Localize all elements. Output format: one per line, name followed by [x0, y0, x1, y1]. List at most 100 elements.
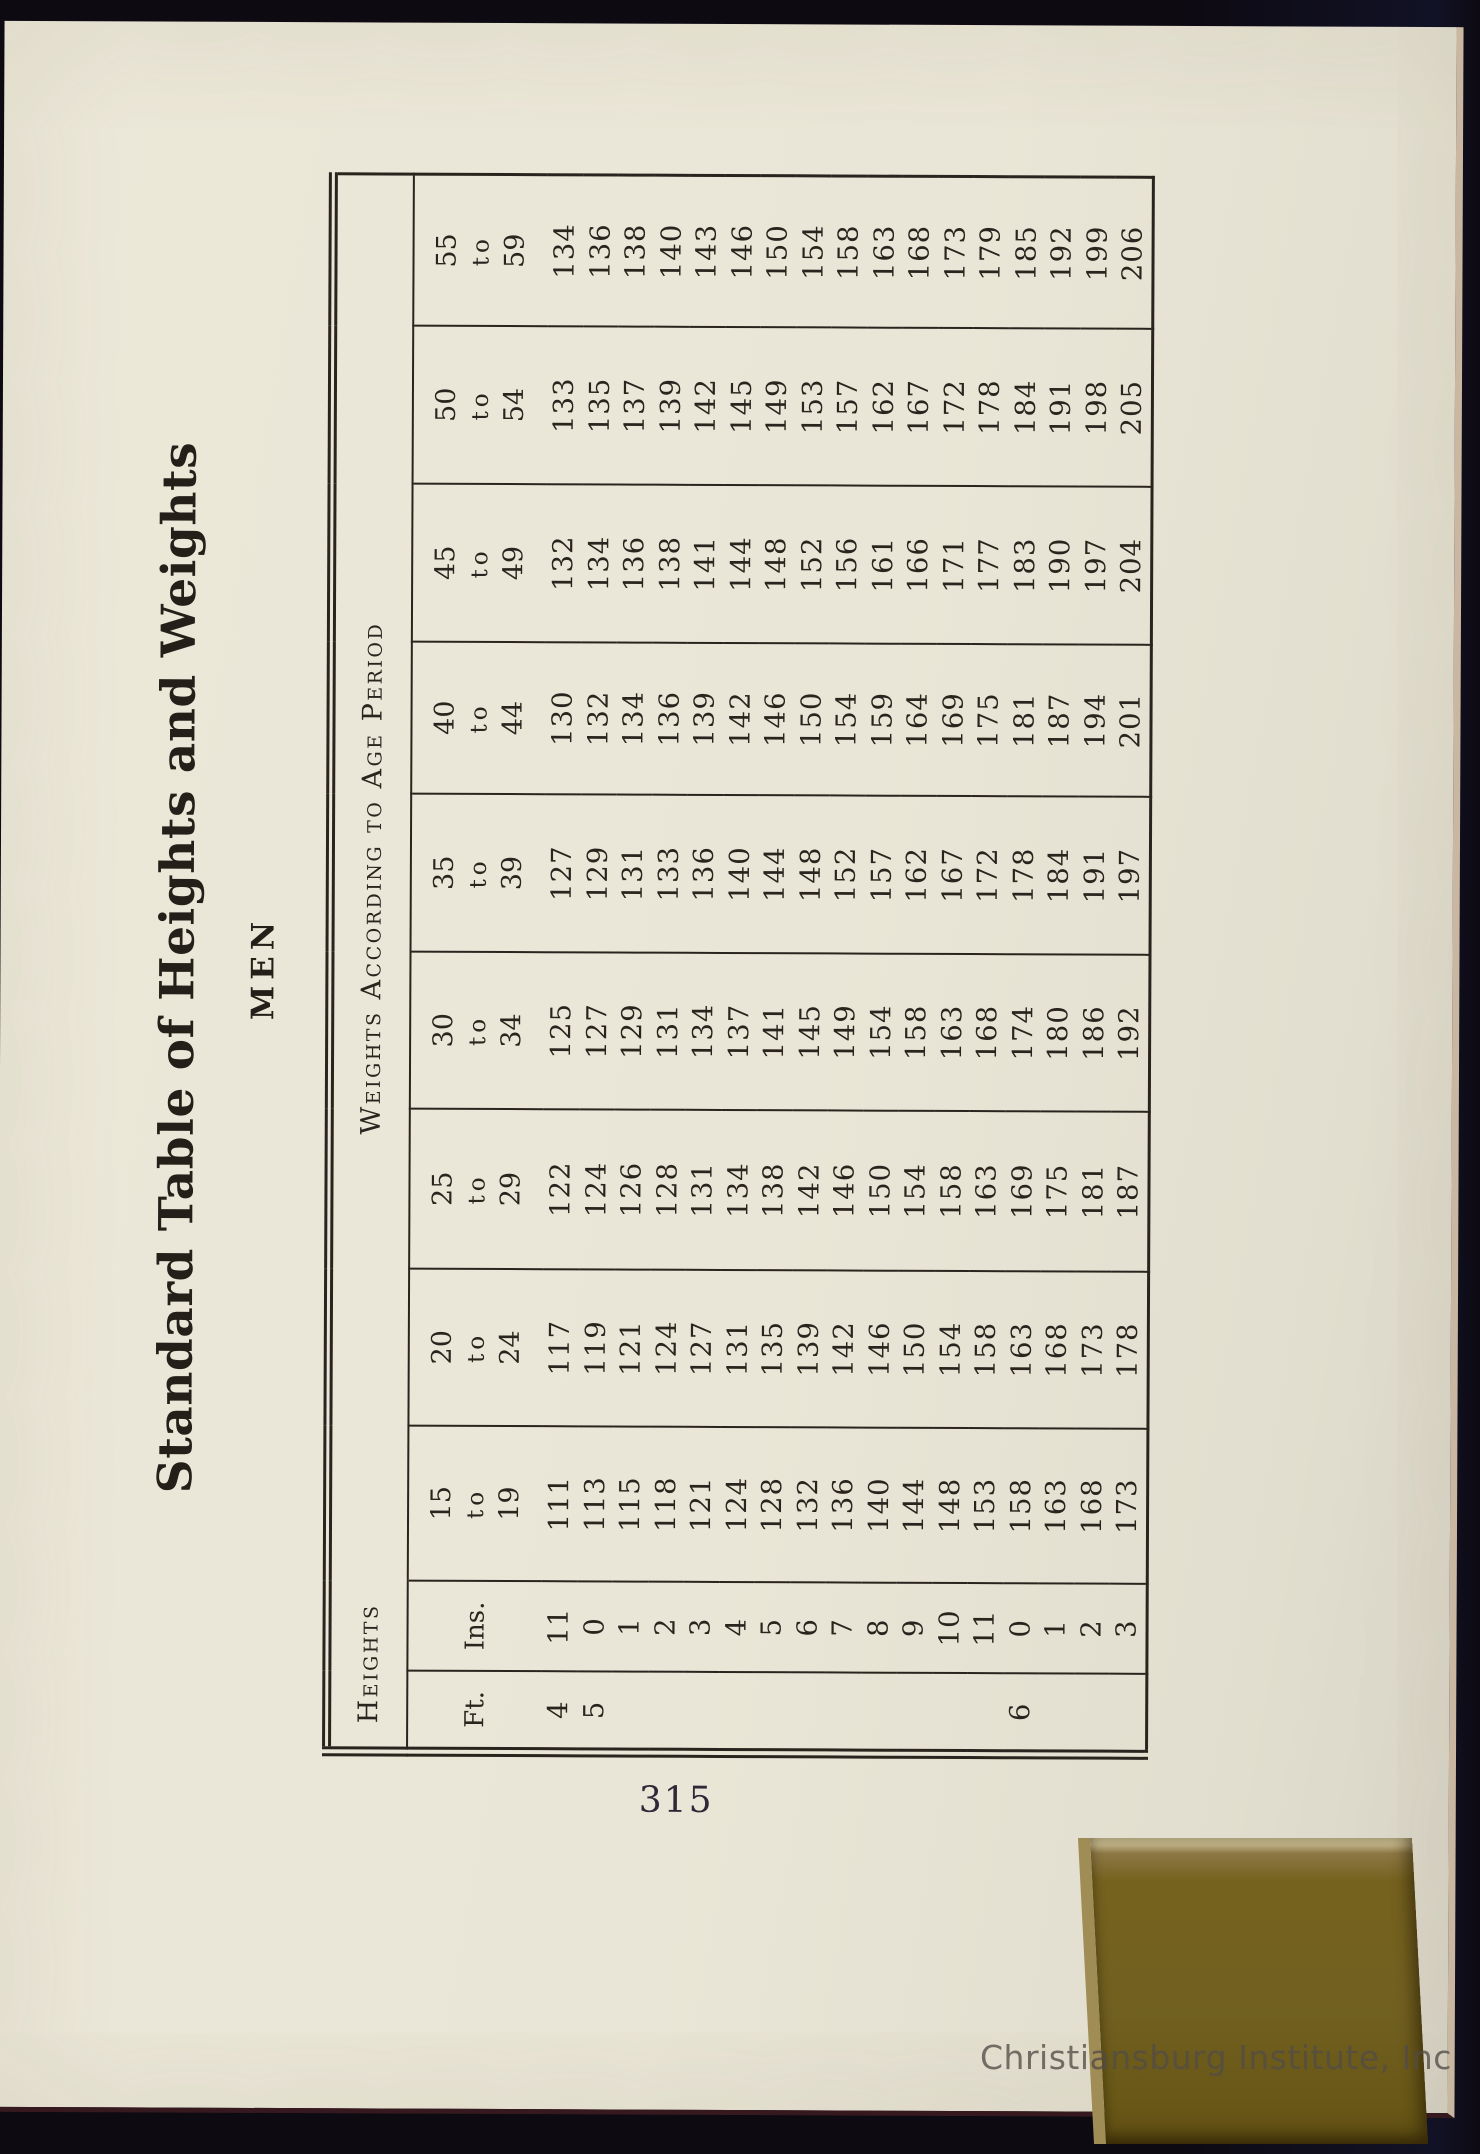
cell-weight: 167: [901, 327, 938, 486]
cell-ins: 3: [1109, 1583, 1147, 1674]
cell-ft: 4: [542, 1700, 575, 1720]
cell-weight: 161: [865, 485, 902, 644]
group-header-row: Heights Weights According to Age Period: [326, 174, 414, 1752]
cell-weight: 150: [897, 1270, 934, 1428]
cell-weight: 136: [686, 794, 723, 953]
cell-weight: 154: [863, 953, 900, 1111]
cell-ins: 1: [1038, 1583, 1075, 1674]
cell-weight: 191: [1043, 328, 1080, 487]
cell-ins: 4: [718, 1581, 755, 1673]
cell-weight: 146: [827, 1110, 864, 1271]
cell-ft: 5: [577, 1700, 610, 1720]
cell-weight: 145: [724, 326, 761, 486]
cell-weight: 128: [754, 1427, 791, 1583]
age-period-header: 50 to 54: [412, 325, 548, 485]
cell-weight: 129: [614, 952, 652, 1110]
cell-ft: [861, 1673, 897, 1754]
cell-weight: 179: [973, 176, 1010, 329]
cell-weight: 132: [545, 484, 583, 643]
cell-weight: 134: [720, 1109, 757, 1271]
cell-weight: 146: [861, 1270, 899, 1428]
cell-weight: 139: [790, 1270, 828, 1428]
age-period-header: 35 to 39: [410, 793, 546, 953]
cell-weight: 144: [757, 795, 794, 954]
cell-weight: 146: [758, 643, 795, 796]
cell-weight: 159: [864, 643, 901, 796]
cell-ft: 6: [1003, 1702, 1036, 1722]
cell-weight: 157: [864, 795, 901, 954]
cell-weight: 124: [648, 1269, 686, 1427]
cell-weight: 148: [758, 485, 796, 644]
cell-weight: 150: [760, 176, 797, 328]
cell-weight: 162: [899, 795, 936, 954]
ft-column-header: Ft.: [459, 1690, 490, 1728]
cell-weight: 111: [541, 1426, 578, 1582]
cell-weight: 178: [1006, 796, 1043, 955]
cell-weight: 125: [543, 952, 581, 1110]
cell-weight: 137: [617, 326, 654, 485]
cell-weight: 192: [1044, 177, 1081, 329]
cell-weight: 198: [1079, 328, 1116, 487]
cell-ins: 5: [754, 1582, 791, 1673]
cell-weight: 190: [1042, 486, 1080, 645]
cell-weight: 152: [828, 795, 865, 954]
cell-ft: [896, 1673, 932, 1754]
cell-weight: 154: [898, 1110, 935, 1271]
cell-ins: 3: [683, 1581, 720, 1672]
cell-weight: 175: [971, 644, 1008, 797]
cell-weight: 153: [795, 327, 832, 486]
cell-ins: 10: [931, 1582, 968, 1674]
cell-weight: 135: [582, 326, 619, 485]
cell-weight: 169: [1004, 1111, 1041, 1272]
cell-weight: 175: [1040, 1111, 1077, 1272]
cell-weight: 113: [577, 1426, 614, 1582]
cell-weight: 122: [543, 1109, 580, 1270]
cell-weight: 126: [614, 1109, 651, 1270]
cell-ins: 2: [647, 1581, 684, 1672]
cell-ft: [790, 1672, 826, 1753]
cell-weight: 132: [790, 1427, 827, 1583]
cell-weight: 166: [900, 485, 938, 644]
table-column-headers: Ft. Ins. 15 to 19 20 to 24 25 to 29 30 to 34 35 to 39 4…: [407, 174, 548, 1753]
cell-weight: 142: [688, 326, 725, 485]
cell-ins: 11: [541, 1581, 578, 1672]
cell-weight: 205: [1114, 328, 1153, 487]
age-period-header: 55 to 59: [413, 174, 548, 327]
cell-weight: 143: [689, 175, 726, 327]
cell-weight: 150: [862, 1110, 899, 1271]
cell-weight: 158: [933, 1110, 970, 1272]
heights-weights-table: Heights Weights According to Age Period …: [321, 172, 1155, 1760]
cell-ft: [932, 1673, 968, 1754]
cell-weight: 149: [827, 953, 865, 1111]
cell-weight: 138: [652, 484, 689, 643]
title-block: Standard Table of Heights and Weights ME…: [147, 177, 285, 1758]
cell-weight: 139: [687, 642, 724, 795]
book-page: Standard Table of Heights and Weights ME…: [0, 20, 1464, 2119]
cell-weight: 183: [1007, 486, 1044, 645]
cell-ins: 0: [576, 1581, 613, 1672]
cell-weight: 137: [721, 952, 758, 1111]
cell-weight: 149: [759, 327, 796, 486]
cell-weight: 173: [1074, 1271, 1112, 1429]
cell-weight: 135: [755, 1270, 792, 1428]
cell-weight: 117: [542, 1269, 579, 1427]
cell-ft: [825, 1672, 861, 1753]
cell-weight: 156: [829, 485, 867, 644]
heights-group-header: Heights: [326, 1580, 408, 1752]
cell-ins: 0: [1002, 1583, 1039, 1674]
cell-weight: 154: [795, 176, 832, 328]
cell-weight: 201: [1113, 644, 1151, 797]
table-row: 3 173 178 187 192 197 201 204 205 206: [1109, 177, 1153, 1755]
cell-weight: 181: [1075, 1111, 1112, 1272]
cell-weight: 163: [866, 176, 903, 328]
cell-weight: 153: [967, 1428, 1004, 1584]
cell-weight: 136: [651, 642, 688, 795]
cell-ft: [612, 1671, 648, 1752]
cell-weight: 169: [935, 643, 972, 797]
cell-weight: 187: [1111, 1111, 1149, 1272]
cell-ft: [1109, 1674, 1146, 1755]
watermark-text: Christiansburg Institute, Inc: [980, 2038, 1452, 2077]
cell-weight: 134: [685, 952, 723, 1110]
cell-weight: 141: [756, 953, 794, 1111]
cell-weight: 172: [937, 327, 974, 487]
